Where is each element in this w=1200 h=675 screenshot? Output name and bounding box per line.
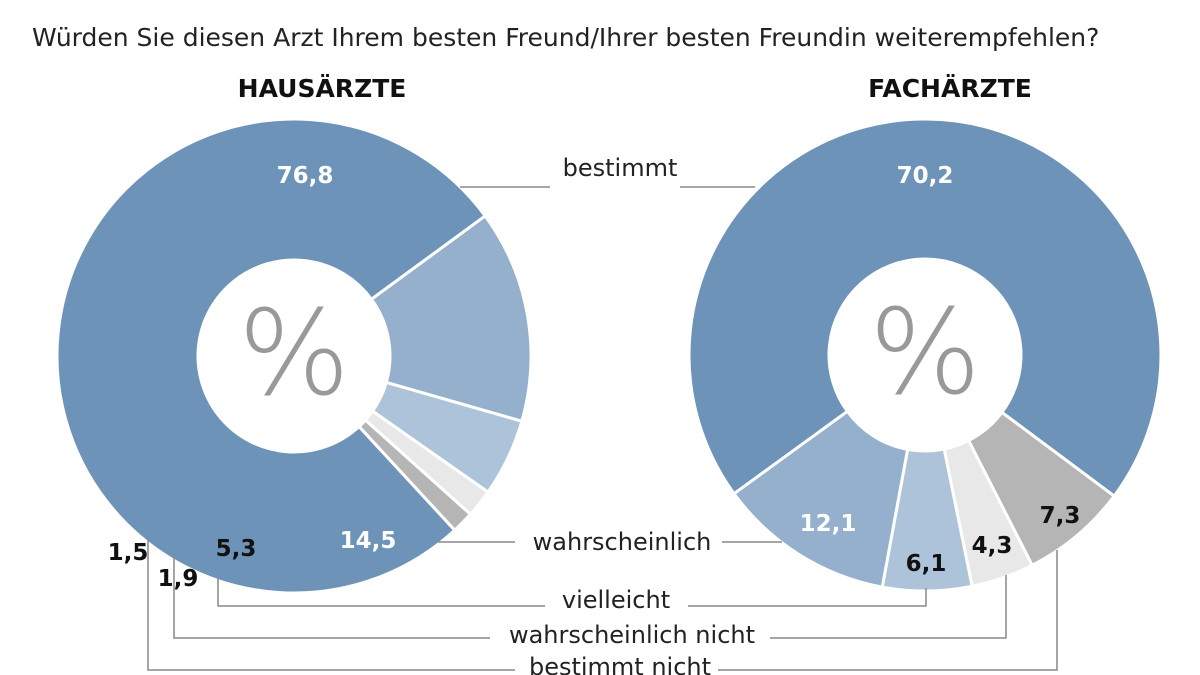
leader-wahrscheinlich-nicht [173,555,1007,639]
legend-vielleicht: vielleicht [562,586,670,614]
slice-wahrscheinlich [731,409,910,589]
value-label-wahrscheinlich-nicht: 1,9 [158,566,199,592]
percent-symbol: % [869,283,981,421]
legend-bestimmt: bestimmt [563,154,678,182]
value-label-vielleicht: 6,1 [906,551,947,577]
slice-bestimmt-nicht [356,417,473,533]
value-label-bestimmt-nicht: 1,5 [108,540,149,566]
value-label-wahrscheinlich: 12,1 [800,511,857,537]
value-label-bestimmt-nicht: 7,3 [1040,503,1081,529]
value-label-wahrscheinlich-nicht: 4,3 [972,533,1013,559]
legend-wahrscheinlich: wahrscheinlich [533,528,712,556]
value-label-bestimmt: 76,8 [277,163,334,189]
percent-symbol: % [238,284,350,422]
chart-title-hausaerzte: HAUSÄRZTE [238,73,407,103]
legend-wahrscheinlich-nicht: wahrscheinlich nicht [509,621,755,649]
value-label-vielleicht: 5,3 [216,536,257,562]
slice-bestimmt [687,117,1163,499]
leader-bestimmt-nicht [147,538,1058,671]
legend-bestimmt-nicht: bestimmt nicht [529,653,711,675]
chart-title-fachaerzte: FACHÄRZTE [868,73,1032,103]
leader-vielleicht [217,578,927,607]
value-label-wahrscheinlich: 14,5 [340,528,397,554]
question-title: Würden Sie diesen Arzt Ihrem besten Freu… [32,23,1099,52]
slice-bestimmt [55,117,488,595]
value-label-bestimmt: 70,2 [897,163,954,189]
slice-wahrscheinlich [369,213,533,424]
